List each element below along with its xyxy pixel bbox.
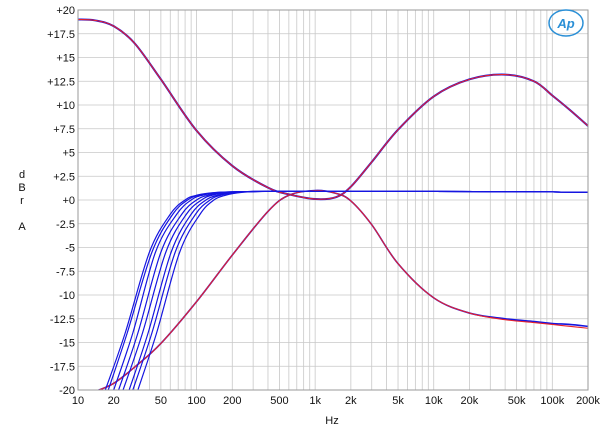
series-line-2 (78, 18, 588, 200)
y-tick-label: +17.5 (47, 29, 75, 41)
y-tick-label: +7.5 (53, 124, 75, 136)
y-tick-label: -12.5 (50, 314, 75, 326)
series-group (78, 18, 588, 390)
y-tick-label: +15 (56, 53, 75, 65)
y-tick-label: +5 (62, 148, 75, 160)
x-tick-label: 50k (508, 395, 526, 407)
x-tick-label: 200k (576, 395, 600, 407)
logo-text: Ap (556, 16, 574, 31)
x-tick-label: 20k (461, 395, 479, 407)
ap-logo: Ap (548, 9, 584, 37)
y-tick-label: -2.5 (56, 219, 75, 231)
y-axis-label-char: r (20, 195, 24, 207)
y-axis-label: dBr A (18, 169, 26, 233)
y-axis-label-char: A (18, 221, 26, 233)
y-tick-label: +2.5 (53, 171, 75, 183)
x-tick-labels: 10 20 50 100 200 500 1k 2k 5k 10k 20k 50k 100k 200k (72, 395, 600, 407)
y-tick-label: -20 (59, 385, 75, 397)
x-tick-label: 1k (309, 395, 321, 407)
x-axis-label: Hz (325, 415, 338, 427)
x-tick-label: 100k (540, 395, 564, 407)
series-line-4 (98, 189, 588, 390)
logo-ring (548, 9, 584, 37)
y-axis-label-char: d (19, 169, 25, 181)
x-tick-label: 20 (108, 395, 120, 407)
x-tick-label: 2k (345, 395, 357, 407)
y-tick-label: -15 (59, 338, 75, 350)
x-tick-label: 100 (187, 395, 205, 407)
y-axis-label-char: B (18, 182, 25, 194)
x-tick-label: 500 (270, 395, 288, 407)
y-tick-labels: +20 +17.5 +15 +12.5 +10 +7.5 +5 +2.5 +0 -2.5 -5 -7.… (47, 5, 75, 397)
y-tick-label: -5 (65, 243, 75, 255)
y-tick-label: -10 (59, 290, 75, 302)
x-tick-label: 5k (392, 395, 404, 407)
series-line-12 (137, 190, 588, 390)
y-tick-label: +20 (56, 5, 75, 17)
y-tick-label: -7.5 (56, 266, 75, 278)
x-tick-label: 200 (223, 395, 241, 407)
y-tick-label: +12.5 (47, 76, 75, 88)
y-tick-label: +10 (56, 100, 75, 112)
x-tick-label: 10 (72, 395, 84, 407)
x-tick-label: 50 (155, 395, 167, 407)
y-tick-label: -17.5 (50, 361, 75, 373)
y-tick-label: +0 (62, 195, 75, 207)
x-tick-label: 10k (425, 395, 443, 407)
plot-frame (77, 9, 589, 391)
